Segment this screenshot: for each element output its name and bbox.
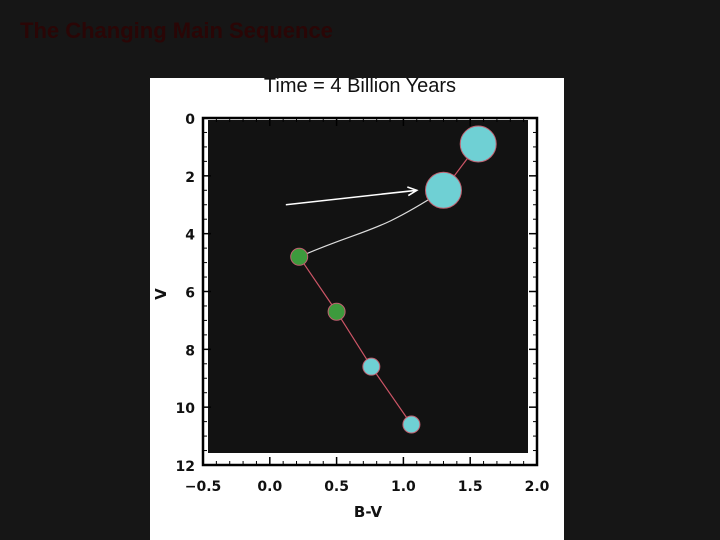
x-tick-label: 1.5 <box>458 479 483 495</box>
star-point <box>327 302 346 321</box>
star-point <box>290 247 309 266</box>
figure-panel: Time = 4 Billion Years −0.5 0.0 0.5 1.0 1.5 2… <box>150 78 564 540</box>
slide-title: The Changing Main Sequence <box>20 18 333 43</box>
y-tick-label: 10 <box>176 401 196 417</box>
arrow-head <box>407 186 419 197</box>
x-tick-label: −0.5 <box>185 479 222 495</box>
star-point <box>402 415 421 434</box>
track-layer <box>285 143 479 425</box>
axis-ticks <box>202 117 538 466</box>
y-tick-label: 8 <box>185 343 195 359</box>
evolutionary-track <box>298 189 444 258</box>
y-axis-label: V <box>152 288 170 300</box>
x-tick-label: 0.5 <box>324 479 349 495</box>
y-tick-label: 4 <box>185 228 195 244</box>
plot-area <box>208 120 528 453</box>
x-tick-label: 2.0 <box>525 479 550 495</box>
y-tick-label: 2 <box>185 170 195 186</box>
star-point <box>362 357 381 376</box>
star-point <box>424 171 462 209</box>
star-point <box>459 125 497 163</box>
main-sequence-line <box>298 256 412 425</box>
cmd-chart: Time = 4 Billion Years −0.5 0.0 0.5 1.0 1.5 2… <box>152 78 550 521</box>
chart-title: Time = 4 Billion Years <box>264 78 456 97</box>
tick-labels: −0.5 0.0 0.5 1.0 1.5 2.0 0 2 4 6 8 10 12 <box>176 112 550 495</box>
stars-layer <box>290 125 497 434</box>
x-tick-label: 1.0 <box>391 479 416 495</box>
x-tick-label: 0.0 <box>257 479 282 495</box>
arrow-shaft <box>285 189 417 206</box>
y-tick-label: 12 <box>176 459 195 475</box>
y-tick-label: 0 <box>185 112 195 128</box>
x-axis-label: B-V <box>354 503 383 521</box>
y-tick-label: 6 <box>185 286 195 302</box>
